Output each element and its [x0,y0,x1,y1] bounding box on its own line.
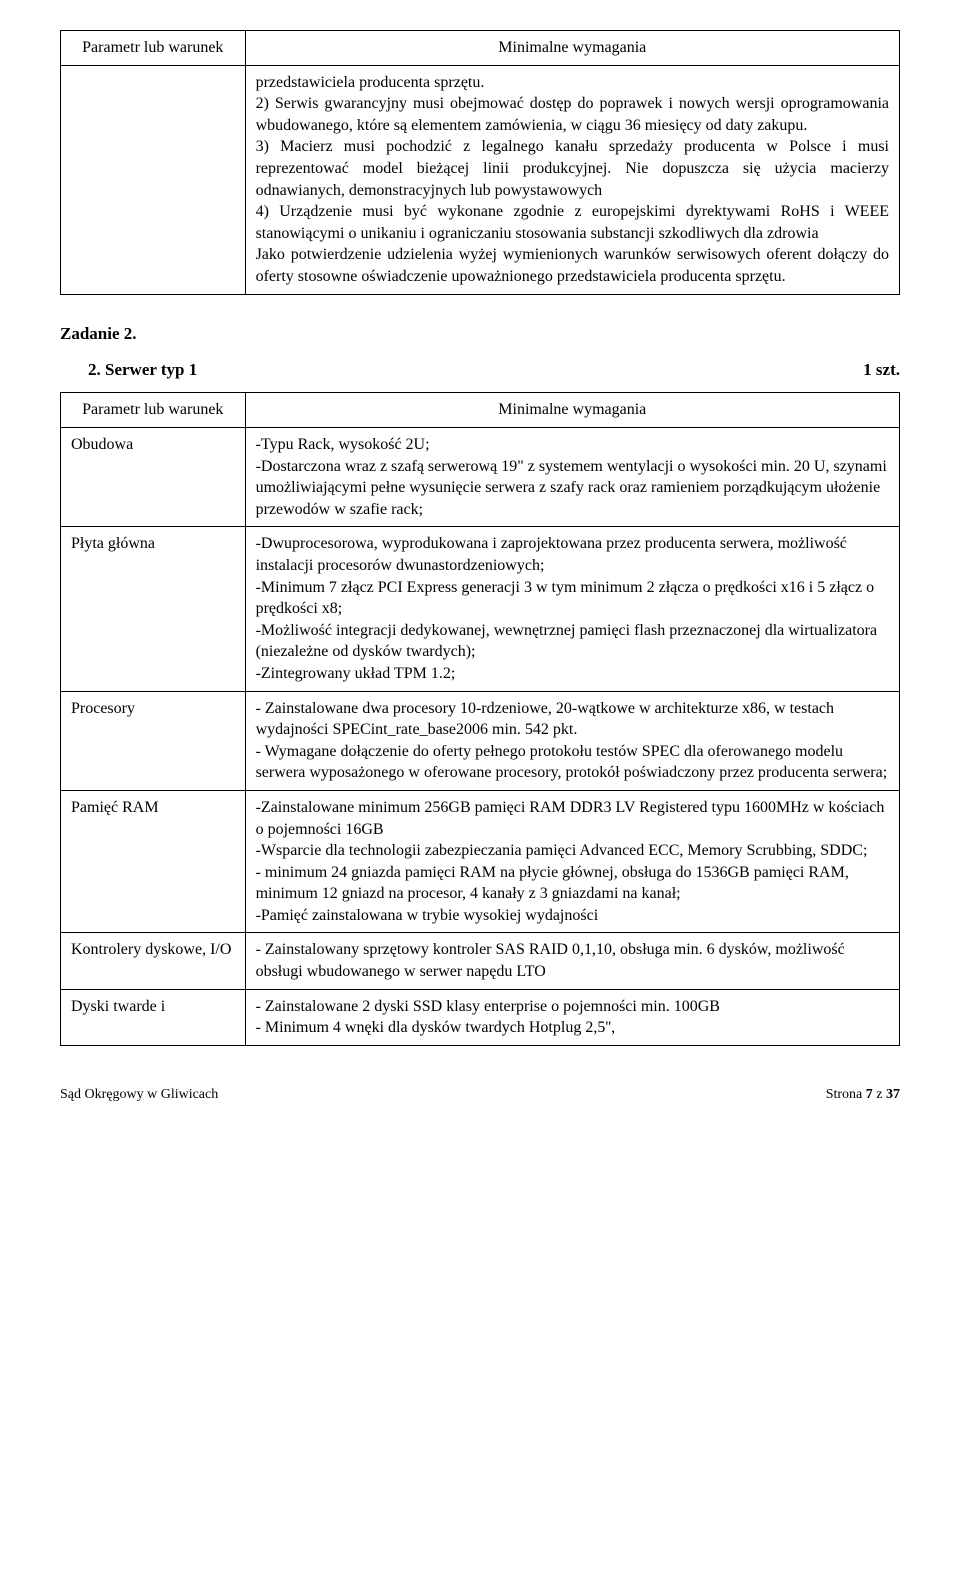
footer-left: Sąd Okręgowy w Gliwicach [60,1086,218,1105]
footer-total: 37 [886,1087,900,1102]
cell-param: Płyta główna [61,527,246,691]
table-row: przedstawiciela producenta sprzętu. 2) S… [61,65,900,294]
footer-right: Strona 7 z 37 [826,1086,900,1105]
footer-of: z [873,1087,886,1102]
header-param: Parametr lub warunek [61,393,246,428]
cell-param: Obudowa [61,428,246,527]
item-heading-row: 2. Serwer typ 1 1 szt. [88,359,900,382]
table-header-row: Parametr lub warunek Minimalne wymagania [61,393,900,428]
table-row: Kontrolery dyskowe, I/O- Zainstalowany s… [61,933,900,989]
footer-page: 7 [866,1087,873,1102]
item-qty: 1 szt. [863,359,900,382]
spec-table-2: Parametr lub warunek Minimalne wymagania… [60,392,900,1045]
section-heading: Zadanie 2. [60,323,900,346]
cell-param: Procesory [61,691,246,790]
header-req: Minimalne wymagania [245,31,899,66]
cell-req: - Zainstalowane dwa procesory 10-rdzenio… [245,691,899,790]
cell-req: - Zainstalowany sprzętowy kontroler SAS … [245,933,899,989]
cell-req: -Zainstalowane minimum 256GB pamięci RAM… [245,790,899,933]
cell-param [61,65,246,294]
header-param: Parametr lub warunek [61,31,246,66]
page-footer: Sąd Okręgowy w Gliwicach Strona 7 z 37 [60,1086,900,1105]
cell-param: Dyski twarde i [61,989,246,1045]
cell-req: - Zainstalowane 2 dyski SSD klasy enterp… [245,989,899,1045]
header-req: Minimalne wymagania [245,393,899,428]
cell-param: Kontrolery dyskowe, I/O [61,933,246,989]
cell-param: Pamięć RAM [61,790,246,933]
footer-label: Strona [826,1087,866,1102]
table-row: Dyski twarde i- Zainstalowane 2 dyski SS… [61,989,900,1045]
table-row: Pamięć RAM-Zainstalowane minimum 256GB p… [61,790,900,933]
table-row: Obudowa-Typu Rack, wysokość 2U; -Dostarc… [61,428,900,527]
cell-req: -Dwuprocesorowa, wyprodukowana i zaproje… [245,527,899,691]
table-row: Procesory- Zainstalowane dwa procesory 1… [61,691,900,790]
table-header-row: Parametr lub warunek Minimalne wymagania [61,31,900,66]
cell-req: przedstawiciela producenta sprzętu. 2) S… [245,65,899,294]
spec-table-1: Parametr lub warunek Minimalne wymagania… [60,30,900,295]
table-row: Płyta główna-Dwuprocesorowa, wyprodukowa… [61,527,900,691]
cell-req: -Typu Rack, wysokość 2U; -Dostarczona wr… [245,428,899,527]
item-label: 2. Serwer typ 1 [88,359,197,382]
